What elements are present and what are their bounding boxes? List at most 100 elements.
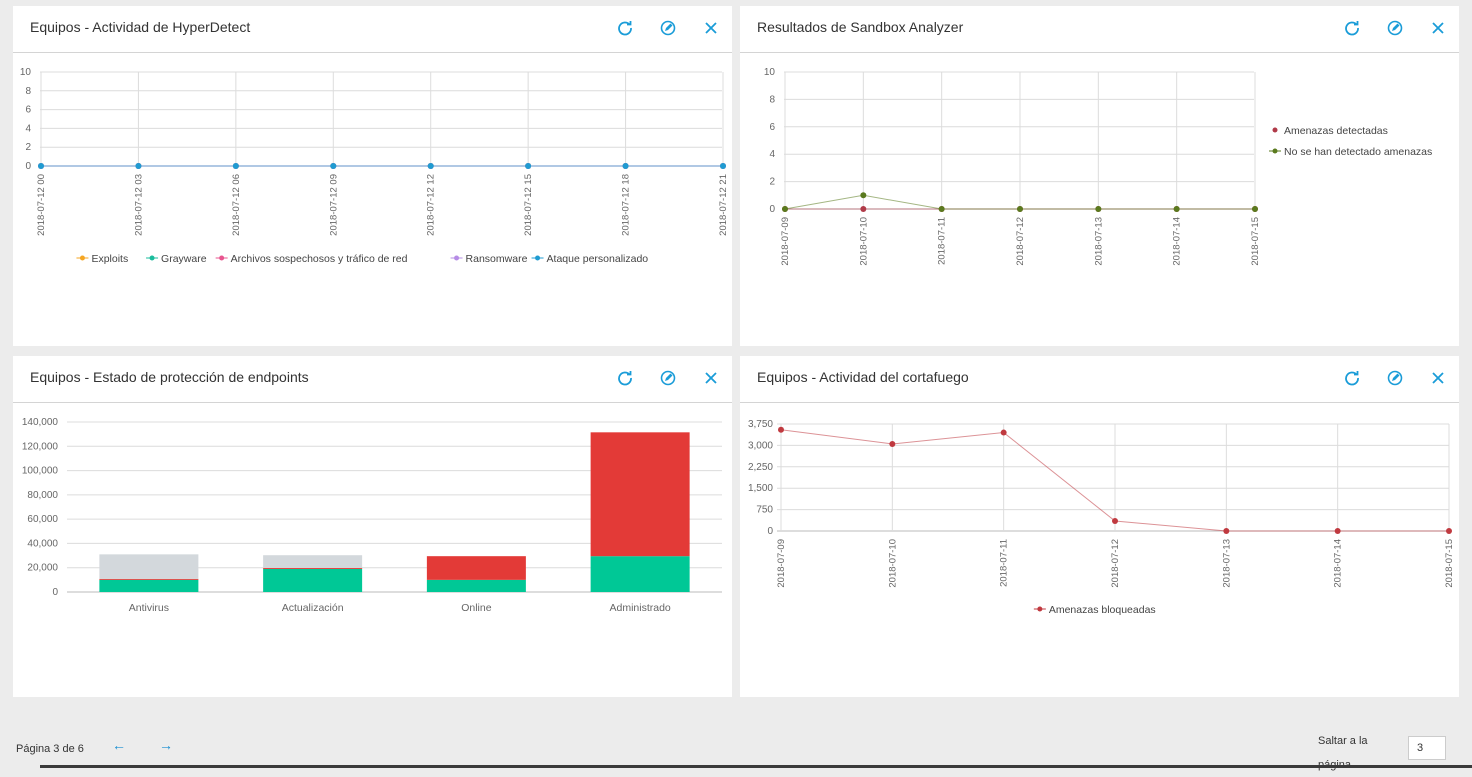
refresh-button[interactable] [615,368,635,388]
data-point [860,192,867,199]
data-point [860,206,867,212]
y-tick-label: 3,750 [748,419,773,430]
panel-body: 10 8 6 4 2 0 2018-07-12 00 2018-07-12 03 2018-07… [13,53,732,346]
panel-header: Equipos - Actividad de HyperDetect [13,6,732,53]
legend-label: Amenazas bloqueadas [1049,604,1156,616]
panel-endpoint-protection: Equipos - Estado de protección de endpoi… [13,356,732,697]
edit-icon [660,370,676,386]
y-tick-label: 80,000 [27,490,58,501]
legend-label: Grayware [161,253,207,265]
close-button[interactable] [701,18,721,38]
data-point [135,163,142,169]
bar-segment [263,555,363,568]
legend-marker [149,255,155,261]
data-point [427,163,434,169]
legend-label: Ataque personalizado [547,253,649,265]
refresh-icon [618,21,632,36]
y-tick-label: 10 [20,67,32,78]
x-tick-label: 2018-07-09 [776,539,787,588]
y-tick-label: 8 [769,94,775,105]
next-page-button[interactable]: → [159,737,173,753]
refresh-button[interactable] [615,18,635,38]
close-icon [1432,22,1444,34]
data-point [720,163,726,169]
refresh-button[interactable] [1342,368,1362,388]
x-tick-label: 2018-07-12 15 [523,174,534,236]
x-tick-label: Antivirus [129,602,169,614]
panel-firewall: Equipos - Actividad del cortafuego 3,750… [740,356,1459,697]
x-tick-label: Actualización [282,602,344,614]
x-tick-label: 2018-07-11 [937,217,948,265]
panel-sandbox: Resultados de Sandbox Analyzer 10 8 6 4 2 0 20… [740,6,1459,346]
legend-label: Archivos sospechosos y tráfico de red [231,253,408,265]
legend-marker [454,255,460,261]
panel-header: Equipos - Actividad del cortafuego [740,356,1459,403]
edit-button[interactable] [1385,18,1405,38]
x-tick-label: 2018-07-10 [858,217,869,266]
edit-icon [660,20,676,36]
x-tick-label: 2018-07-12 [1015,217,1026,266]
bar-segment [99,554,199,579]
refresh-icon [1345,21,1359,36]
data-point [38,163,44,169]
x-tick-label: Online [461,602,492,614]
x-tick-label: Administrado [609,602,670,614]
legend-marker [535,255,541,261]
legend-marker [1037,606,1043,612]
edit-button[interactable] [1385,368,1405,388]
close-button[interactable] [1428,368,1448,388]
y-tick-label: 6 [25,105,31,116]
legend-label: No se han detectado amenazas [1284,146,1432,158]
jump-to-page-input[interactable] [1408,736,1446,760]
data-point [938,206,945,212]
prev-page-button[interactable]: ← [112,737,126,753]
page-indicator: Página 3 de 6 [16,743,84,755]
refresh-button[interactable] [1342,18,1362,38]
jump-to-page-label: Saltar a la página [1318,735,1368,771]
y-tick-label: 140,000 [22,417,59,428]
y-tick-label: 0 [769,204,775,215]
x-tick-label: 2018-07-12 06 [231,174,242,236]
data-point [889,440,896,447]
legend-label: Amenazas detectadas [1284,125,1388,137]
endpoint-protection-chart: 140,000 120,000 100,000 80,000 60,000 40,000 2… [22,417,722,614]
close-icon [705,22,717,34]
data-point [1223,528,1230,534]
data-point [1252,206,1258,212]
data-point [782,206,788,212]
legend-label: Exploits [91,253,128,265]
x-tick-label: 2018-07-11 [999,539,1010,587]
x-tick-label: 2018-07-12 [1110,539,1121,588]
hyperdetect-chart: 10 8 6 4 2 0 2018-07-12 00 2018-07-12 03 2018-07… [20,67,729,265]
y-tick-label: 8 [25,86,31,97]
sandbox-chart: 10 8 6 4 2 0 2018-07-09 2018-07-10 2018-07-11 201… [764,67,1432,266]
x-tick-label: 2018-07-12 09 [328,174,339,236]
y-tick-label: 40,000 [27,538,58,549]
data-point [1173,206,1180,212]
close-button[interactable] [701,368,721,388]
edit-button[interactable] [658,18,678,38]
panel-header: Equipos - Estado de protección de endpoi… [13,356,732,403]
panel-title: Resultados de Sandbox Analyzer [757,19,964,35]
y-tick-label: 6 [769,122,775,133]
panel-body: 10 8 6 4 2 0 2018-07-09 2018-07-10 2018-07-11 201… [740,53,1459,346]
edit-icon [1387,20,1403,36]
data-point [778,426,784,433]
x-tick-label: 2018-07-14 [1172,217,1183,266]
y-tick-label: 120,000 [22,441,59,452]
legend-marker [219,255,225,261]
x-tick-label: 2018-07-14 [1333,539,1344,588]
y-tick-label: 60,000 [27,514,58,525]
data-point [1334,528,1341,534]
y-tick-label: 0 [767,526,773,537]
x-tick-label: 2018-07-12 12 [426,174,437,236]
close-icon [705,372,717,384]
legend-marker [1272,127,1278,133]
y-tick-label: 0 [25,161,31,172]
x-tick-label: 2018-07-12 21 [718,174,729,236]
close-button[interactable] [1428,18,1448,38]
refresh-icon [618,371,632,386]
y-tick-label: 20,000 [27,563,58,574]
bar-segment [590,432,690,557]
edit-button[interactable] [658,368,678,388]
